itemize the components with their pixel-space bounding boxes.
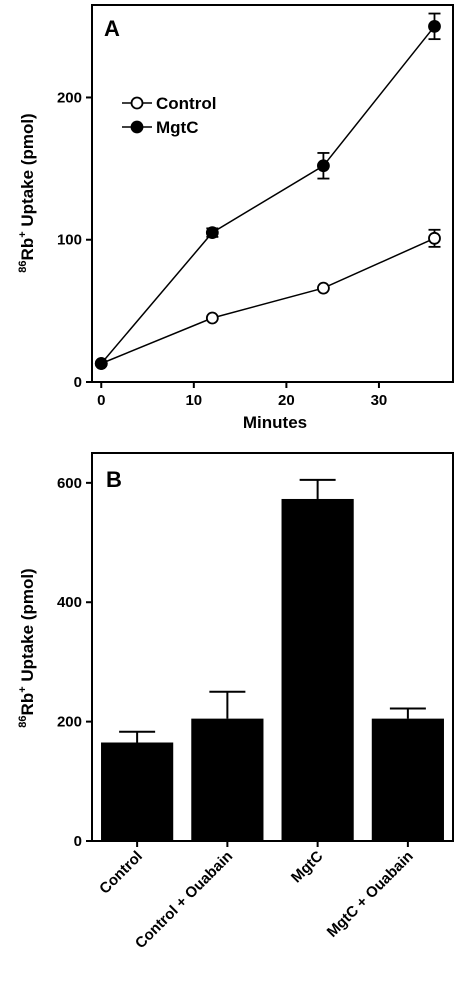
- panel-a-point-mgtc: [205, 226, 219, 240]
- panel-b-label: B: [106, 467, 122, 492]
- panel-b-bars: [101, 478, 444, 841]
- panel-b: B 0 200 400 600 86Rb+ Uptake (pmol) Control…: [17, 452, 454, 952]
- panel-a-legend-marker: [130, 96, 144, 110]
- panel-a-y-tick-label: 100: [57, 232, 82, 249]
- panel-a-x-tick-label: 20: [278, 392, 295, 409]
- panel-b-category-label: MgtC: [288, 848, 327, 887]
- panel-a-y-title-rest: Uptake (pmol): [18, 113, 37, 231]
- panel-a-y-tick-label: 200: [57, 89, 82, 106]
- panel-a-legend-label: MgtC: [156, 118, 198, 137]
- panel-a-legend-label: Control: [156, 94, 216, 113]
- panel-b-y-tick-label: 400: [57, 594, 82, 611]
- panel-a-x-tick-label: 30: [371, 392, 388, 409]
- panel-b-bar: [191, 718, 264, 841]
- panel-a-series: [94, 12, 441, 370]
- panel-b-category-label: Control + Ouabain: [132, 848, 236, 952]
- panel-b-category-label: Control: [96, 848, 146, 898]
- panel-a-frame: [91, 4, 454, 383]
- panel-a-point-control: [317, 281, 330, 295]
- panel-a-y-ticks: 0 100 200: [57, 89, 92, 391]
- panel-a-y-tick-label: 0: [74, 374, 82, 391]
- panel-a-label: A: [104, 16, 120, 41]
- panel-a-point-mgtc: [94, 357, 108, 370]
- panel-b-bar: [101, 742, 174, 841]
- panel-b-y-tick-label: 200: [57, 714, 82, 731]
- panel-a-legend-marker: [130, 120, 144, 134]
- panel-b-frame: [91, 452, 454, 842]
- panel-a-point-control: [205, 311, 219, 325]
- panel-a-point-mgtc: [317, 159, 330, 173]
- panel-b-category-label: MgtC + Ouabain: [324, 848, 417, 941]
- panel-b-y-tick-label: 600: [57, 475, 82, 492]
- panel-a-y-title-sup2: +: [17, 231, 29, 237]
- panel-b-y-title-sup1: 86: [17, 715, 29, 727]
- panel-a-point-control: [428, 231, 441, 245]
- panel-a-y-title-base: Rb: [18, 238, 37, 261]
- panel-a-x-tick-label: 10: [185, 392, 202, 409]
- panel-b-bar: [281, 498, 354, 841]
- panel-a-point-mgtc: [428, 19, 441, 33]
- panel-a-x-axis-title: Minutes: [243, 413, 307, 432]
- panel-a-series-line-control: [101, 237, 435, 365]
- panel-b-y-title-base: Rb: [18, 693, 37, 716]
- panel-b-bar: [371, 718, 444, 841]
- panel-b-y-tick-label: 0: [74, 833, 82, 850]
- panel-a-series-line-mgtc: [100, 25, 436, 364]
- panel-b-y-title-rest: Uptake (pmol): [18, 568, 37, 686]
- panel-a-legend: Control MgtC: [122, 94, 216, 137]
- panel-a-x-tick-label: 0: [97, 392, 105, 409]
- panel-a-y-title-sup1: 86: [17, 260, 29, 272]
- panel-b-y-title-sup2: +: [17, 686, 29, 692]
- panel-b-y-axis-title: 86Rb+ Uptake (pmol): [17, 568, 37, 727]
- panel-a: A 0 10 20 30 0 100 200 Minutes 86Rb+ Uptake (…: [17, 4, 454, 432]
- panel-b-y-ticks: 0 200 400 600: [57, 475, 92, 850]
- panel-a-y-axis-title: 86Rb+ Uptake (pmol): [17, 113, 37, 272]
- panel-a-x-ticks: 0 10 20 30: [97, 382, 387, 409]
